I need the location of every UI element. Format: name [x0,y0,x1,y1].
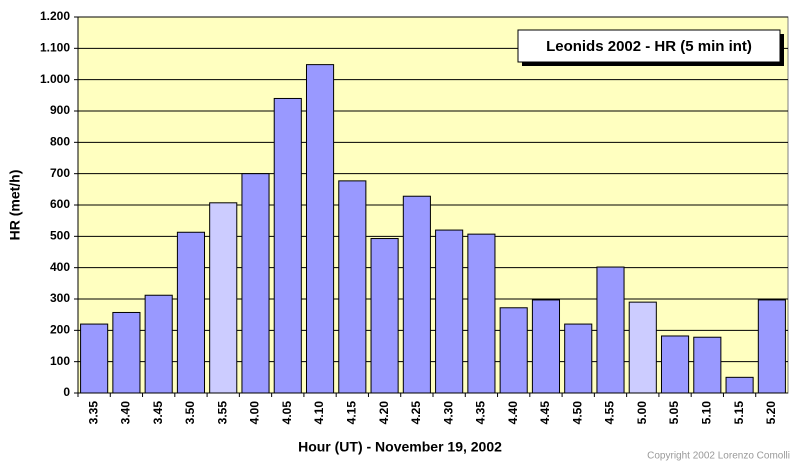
x-tick-label: 3.55 [215,401,229,425]
x-tick-label: 5.05 [667,401,681,425]
y-tick-label: 900 [50,103,70,117]
y-tick-label: 300 [50,291,70,305]
x-tick-label: 5.20 [764,401,778,425]
bar [144,294,173,394]
chart-title: Leonids 2002 - HR (5 min int) [546,38,752,55]
x-tick-label: 5.00 [635,401,649,425]
bar [209,202,238,394]
bar [725,376,754,394]
x-tick-label: 5.15 [732,401,746,425]
x-tick-label: 4.45 [538,401,552,425]
y-tick-label: 700 [50,166,70,180]
y-tick-label: 200 [50,323,70,337]
x-tick-label: 4.40 [506,401,520,425]
y-tick-label: 1.000 [40,72,70,86]
bar [467,233,496,394]
bar [338,180,367,394]
bar [660,335,690,394]
x-tick-label: 4.20 [377,401,391,425]
x-tick-label: 3.45 [151,401,165,425]
bar [564,323,593,394]
x-tick-label: 4.15 [344,401,358,425]
y-tick-label: 100 [50,354,70,368]
y-axis-label: HR (met/h) [7,170,23,241]
bar [693,336,722,394]
x-tick-label: 4.35 [474,401,488,425]
bar [241,173,270,394]
bar [531,299,561,394]
y-tick-label: 500 [50,229,70,243]
y-tick-label: 400 [50,260,70,274]
y-tick-label: 800 [50,135,70,149]
y-tick-label: 600 [50,197,70,211]
bar [176,231,206,394]
x-tick-label: 4.50 [570,401,584,425]
copyright: Copyright 2002 Lorenzo Comolli [647,451,790,462]
bar [305,64,335,394]
x-tick-label: 4.10 [312,401,326,425]
bar [628,301,657,394]
x-tick-label: 4.55 [603,401,617,425]
bar [370,238,399,394]
bar [273,97,302,394]
y-tick-label: 1.100 [40,41,70,55]
bar [596,266,625,394]
bar [435,229,464,394]
y-tick-label: 0 [63,385,70,399]
x-tick-label: 4.05 [280,401,294,425]
x-axis-label: Hour (UT) - November 19, 2002 [298,439,502,455]
x-tick-label: 4.30 [441,401,455,425]
bar [499,307,528,394]
title-box [517,29,781,63]
x-tick-label: 5.10 [699,401,713,425]
bar [402,195,431,394]
bar [112,311,141,394]
bar [80,323,109,394]
x-tick-label: 4.25 [409,401,423,425]
y-tick-label: 1.200 [40,9,70,23]
x-tick-label: 3.35 [86,401,100,425]
x-tick-label: 3.40 [119,401,133,425]
bar [757,299,786,394]
x-tick-label: 3.50 [183,401,197,425]
x-tick-label: 4.00 [248,401,262,425]
